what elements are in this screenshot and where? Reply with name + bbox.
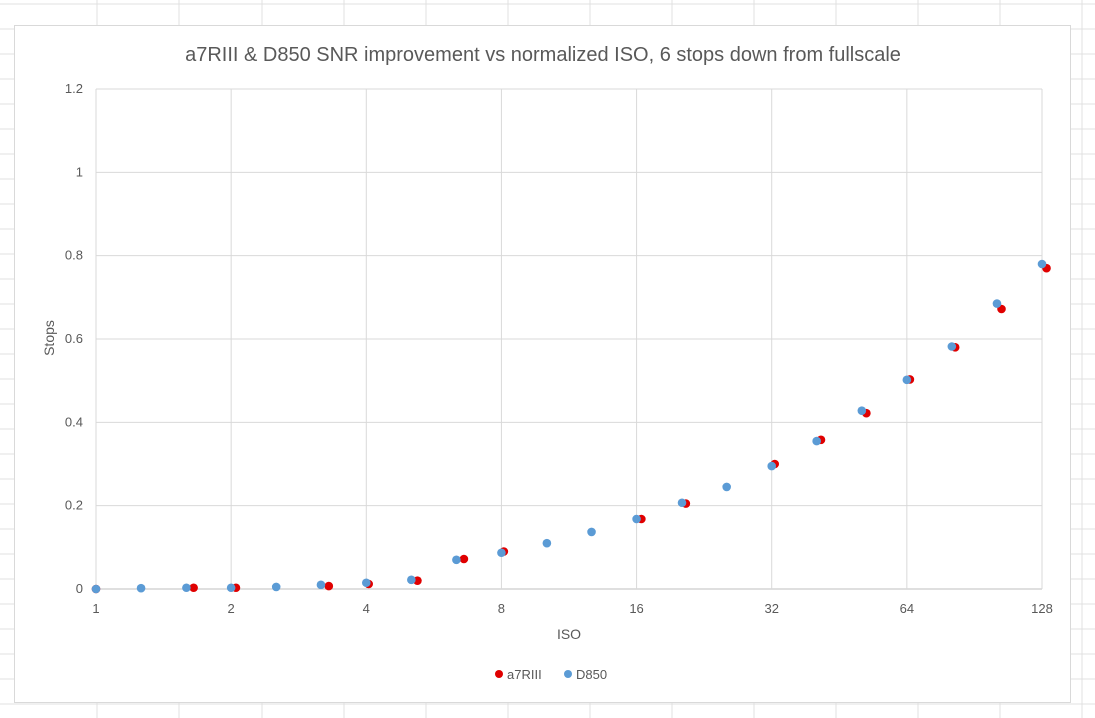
d850-point[interactable] [361, 578, 371, 588]
legend-marker [564, 670, 572, 678]
d850-point[interactable] [902, 375, 912, 385]
d850-point[interactable] [767, 461, 777, 471]
y-tick-label: 1 [76, 164, 83, 179]
d850-point[interactable] [452, 555, 461, 565]
chart-title: a7RIII & D850 SNR improvement vs normali… [185, 44, 901, 66]
d850-point[interactable] [812, 436, 821, 446]
d850-point[interactable] [271, 582, 281, 592]
y-tick-label: 0.4 [65, 414, 83, 429]
a7riii-point[interactable] [459, 554, 469, 564]
d850-point[interactable] [1037, 259, 1047, 269]
y-tick-label: 0.6 [65, 331, 83, 346]
y-tick-label: 0.8 [65, 248, 83, 263]
d850-point[interactable] [992, 299, 1002, 308]
d850-point[interactable] [677, 498, 687, 508]
d850-point[interactable] [587, 527, 596, 537]
d850-point[interactable] [497, 548, 506, 558]
d850-point[interactable] [632, 514, 641, 524]
y-tick-label: 0 [76, 581, 83, 596]
a7riii-point[interactable] [189, 583, 198, 593]
axes: 0 0.2 0.4 0.6 0.8 1 1.2 1 2 4 8 16 32 64 128 [65, 81, 1053, 616]
scatter-chart: 0 0.2 0.4 0.6 0.8 1 1.2 1 2 4 8 16 32 64 128 a7RIII & … [41, 44, 1053, 682]
legend: a7RIII D850 [495, 667, 607, 682]
x-tick-label: 32 [764, 601, 778, 616]
x-tick-label: 16 [629, 601, 643, 616]
x-tick-label: 64 [900, 601, 914, 616]
x-tick-label: 8 [498, 601, 505, 616]
a7riii-point[interactable] [324, 581, 334, 591]
d850-point[interactable] [407, 575, 416, 585]
d850-point[interactable] [136, 583, 146, 593]
d850-point[interactable] [542, 538, 552, 548]
x-tick-label: 1 [92, 601, 99, 616]
data-points [91, 259, 1051, 594]
d850-point[interactable] [182, 583, 191, 593]
legend-entry: D850 [576, 667, 607, 682]
d850-point[interactable] [316, 580, 326, 590]
x-tick-label: 2 [228, 601, 235, 616]
y-tick-label: 0.2 [65, 498, 83, 513]
x-tick-label: 128 [1031, 601, 1053, 616]
x-tick-label: 4 [363, 601, 370, 616]
legend-entry: a7RIII [507, 667, 542, 682]
d850-point[interactable] [947, 342, 957, 351]
d850-point[interactable] [226, 583, 236, 593]
d850-point[interactable] [857, 406, 867, 415]
x-axis-title: ISO [557, 626, 581, 642]
y-axis-title: Stops [41, 320, 57, 356]
chart-frame[interactable]: 0 0.2 0.4 0.6 0.8 1 1.2 1 2 4 8 16 32 64 128 a7RIII & … [14, 25, 1071, 703]
d850-point[interactable] [91, 584, 101, 594]
gridlines [95, 88, 1043, 590]
y-tick-label: 1.2 [65, 81, 83, 96]
d850-point[interactable] [722, 482, 731, 492]
legend-marker [495, 670, 503, 678]
